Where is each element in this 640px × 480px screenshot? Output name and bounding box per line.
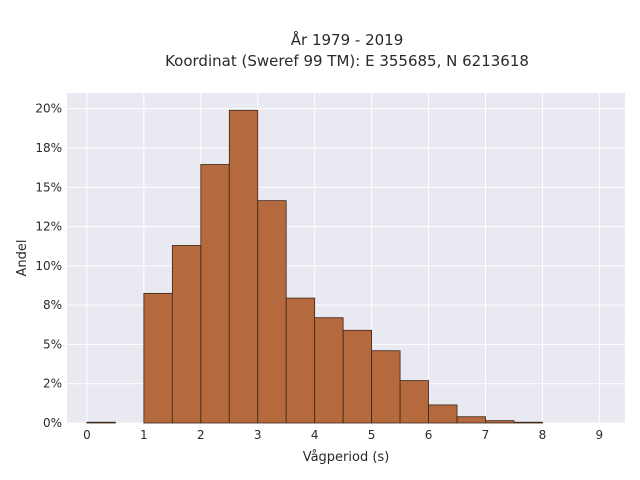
y-tick-label-7: 18% xyxy=(35,141,62,155)
histogram-bar-2 xyxy=(143,292,173,424)
bars-group xyxy=(86,109,543,424)
y-tick-label-8: 20% xyxy=(35,102,62,116)
histogram-bar-15 xyxy=(513,421,543,424)
y-tick-label-2: 5% xyxy=(43,337,62,351)
histogram-bar-13 xyxy=(456,416,486,424)
histogram-bar-9 xyxy=(342,329,373,424)
x-tick-label-5: 5 xyxy=(368,428,376,442)
y-tick-label-3: 8% xyxy=(43,298,62,312)
x-tick-label-3: 3 xyxy=(254,428,262,442)
histogram-bar-5 xyxy=(228,109,259,424)
chart-subtitle: Koordinat (Sweref 99 TM): E 355685, N 62… xyxy=(165,52,529,70)
histogram-bar-12 xyxy=(428,404,458,424)
x-tick-label-7: 7 xyxy=(482,428,490,442)
y-tick-label-4: 10% xyxy=(35,259,62,273)
x-tick-label-2: 2 xyxy=(197,428,205,442)
y-axis-label: Andel xyxy=(15,240,30,277)
histogram-bar-6 xyxy=(257,200,287,424)
histogram-bar-0 xyxy=(86,421,116,424)
x-tick-label-1: 1 xyxy=(140,428,148,442)
x-tick-label-6: 6 xyxy=(425,428,433,442)
x-tick-label-8: 8 xyxy=(539,428,547,442)
x-tick-labels: 0 1 2 3 4 5 6 7 8 9 xyxy=(83,428,603,442)
x-tick-label-0: 0 xyxy=(83,428,91,442)
histogram-bar-11 xyxy=(399,380,429,424)
y-tick-label-5: 12% xyxy=(35,220,62,234)
y-tick-label-1: 2% xyxy=(43,377,62,391)
histogram-bar-3 xyxy=(171,245,202,424)
chart-title: År 1979 - 2019 xyxy=(291,30,404,49)
x-tick-label-4: 4 xyxy=(311,428,319,442)
histogram-bar-8 xyxy=(314,317,344,424)
y-tick-label-0: 0% xyxy=(43,416,62,430)
histogram-bar-7 xyxy=(285,297,316,424)
y-tick-label-6: 15% xyxy=(35,180,62,194)
histogram-bar-14 xyxy=(485,420,515,424)
x-tick-label-9: 9 xyxy=(596,428,604,442)
y-tick-labels: 0% 2% 5% 8% 10% 12% 15% 18% 20% xyxy=(35,102,62,430)
histogram-bar-4 xyxy=(200,164,230,424)
x-axis-label: Vågperiod (s) xyxy=(303,450,390,465)
histogram-bar-10 xyxy=(371,350,401,424)
